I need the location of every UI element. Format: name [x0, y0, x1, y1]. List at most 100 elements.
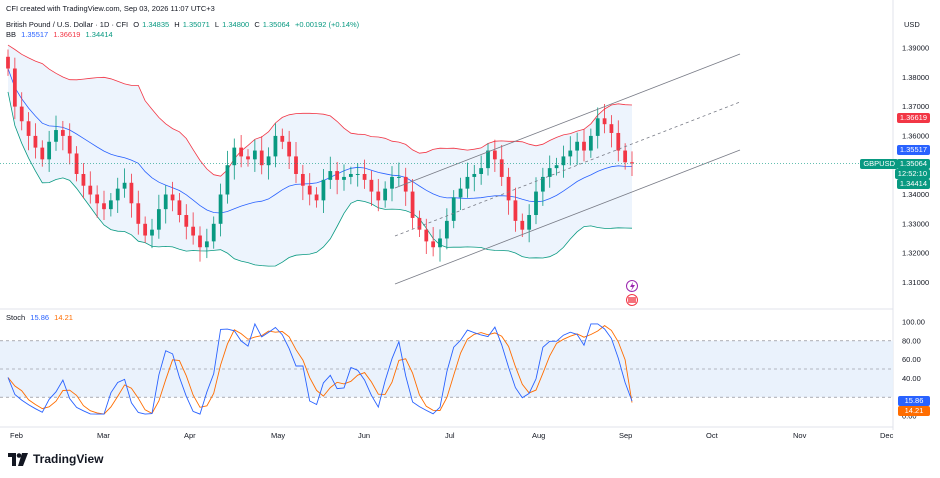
- bb-basis-value: 1.35517: [21, 30, 49, 39]
- channel-lower-line: [394, 149, 741, 285]
- candle-body: [396, 176, 401, 178]
- candle-body: [369, 179, 374, 192]
- bb-legend[interactable]: BB 1.35517 1.36619 1.34414: [6, 30, 116, 40]
- stoch-tick-label: 40.00: [902, 374, 921, 383]
- candle-body: [431, 241, 436, 248]
- candle-body: [184, 215, 189, 227]
- candle-body: [321, 179, 326, 201]
- ohlc-high-label: H: [174, 20, 180, 29]
- candle-body: [609, 124, 614, 133]
- price-tick-label: 1.34000: [902, 190, 929, 199]
- stoch-tick-label: 80.00: [902, 336, 921, 345]
- candle-body: [348, 173, 353, 177]
- candle-body: [307, 185, 312, 195]
- candles: [6, 49, 634, 262]
- time-tick-label: May: [271, 431, 285, 440]
- candle-body: [424, 229, 429, 242]
- stoch-tick-label: 100.00: [902, 318, 925, 327]
- stoch-k-value: 15.86: [30, 313, 50, 322]
- middle-bb-tag: 1.35517: [896, 145, 930, 155]
- candle-body: [88, 185, 93, 195]
- candle-body: [547, 168, 552, 177]
- candle-body: [54, 130, 58, 142]
- candle-body: [575, 141, 580, 151]
- candle-body: [390, 176, 394, 189]
- price-tick-label: 1.36000: [902, 131, 929, 140]
- stoch-legend[interactable]: Stoch 15.86 14.21: [6, 313, 76, 323]
- candle-body: [108, 200, 113, 210]
- ohlc-low-value: 1.34800: [222, 20, 250, 29]
- currency-label[interactable]: USD: [904, 20, 920, 29]
- bb-fill: [8, 45, 632, 267]
- stoch-tick-label: 0.00: [902, 412, 917, 421]
- candle-body: [328, 171, 333, 180]
- candle-body: [623, 150, 628, 163]
- candle-body: [314, 194, 319, 201]
- candle-body: [568, 150, 573, 157]
- candle-body: [595, 118, 600, 136]
- candle-body: [33, 135, 38, 148]
- price-tick-label: 1.31000: [902, 278, 929, 287]
- candle-body: [527, 215, 532, 230]
- candle-body: [417, 217, 422, 230]
- channel-median-line: [394, 101, 741, 237]
- ohlc-close-label: C: [254, 20, 260, 29]
- last-price-tag: 1.35064: [896, 159, 930, 169]
- lower-bb-tag: 1.34414: [896, 179, 930, 189]
- candle-body: [513, 200, 518, 221]
- symbol-legend[interactable]: British Pound / U.S. Dollar · 1D · CFI O…: [6, 20, 362, 30]
- stoch-d-tag: 14.21: [898, 406, 930, 416]
- candle-body: [444, 220, 449, 239]
- candle-body: [122, 182, 127, 189]
- tradingview-logo-icon: [8, 452, 28, 466]
- candle-body: [143, 223, 148, 236]
- bb-label: BB: [6, 30, 17, 39]
- stoch-k-line: [7, 322, 633, 415]
- time-tick-label: Jul: [445, 431, 455, 440]
- candle-body: [26, 121, 31, 136]
- candle-body: [19, 106, 24, 122]
- symbol-title: British Pound / U.S. Dollar · 1D · CFI: [6, 20, 129, 29]
- candle-body: [383, 188, 388, 201]
- stoch-k-tag: 15.86: [898, 396, 930, 406]
- candle-body: [163, 194, 168, 210]
- candle-body: [342, 176, 346, 180]
- candle-body: [102, 203, 106, 210]
- candle-body: [492, 150, 497, 160]
- tradingview-brand-text: TradingView: [33, 452, 104, 466]
- candle-body: [40, 147, 45, 160]
- candle-body: [451, 197, 456, 221]
- time-tick-label: Sep: [619, 431, 632, 440]
- stoch-d-value: 14.21: [54, 313, 73, 322]
- time-tick-label: Feb: [10, 431, 23, 440]
- candle-body: [534, 191, 538, 216]
- candle-body: [335, 171, 340, 180]
- price-tick-label: 1.33000: [902, 219, 929, 228]
- created-by-line: CFI created with TradingView.com, Sep 03…: [6, 4, 218, 14]
- candle-body: [156, 209, 161, 230]
- candle-body: [362, 173, 367, 180]
- bb-upper-value: 1.36619: [53, 30, 81, 39]
- candle-body: [95, 194, 100, 204]
- candle-body: [136, 203, 141, 224]
- candle-body: [218, 194, 223, 224]
- candle-body: [246, 156, 250, 160]
- price-tick-label: 1.39000: [902, 44, 929, 53]
- candle-body: [150, 229, 154, 236]
- candle-body: [540, 176, 545, 192]
- candle-body: [129, 182, 134, 204]
- tradingview-logo[interactable]: TradingView: [8, 452, 103, 466]
- candle-body: [232, 147, 237, 166]
- channel-upper-line: [394, 53, 741, 189]
- candle-body: [458, 188, 463, 198]
- symbol-tag: GBPUSD: [860, 159, 898, 169]
- candle-body: [410, 191, 415, 218]
- candle-body: [12, 68, 17, 107]
- time-tick-label: Apr: [184, 431, 196, 440]
- candle-body: [287, 141, 292, 157]
- candle-body: [506, 176, 511, 201]
- bb-upper-line: [7, 44, 633, 177]
- candle-body: [115, 188, 120, 201]
- candle-body: [225, 165, 230, 195]
